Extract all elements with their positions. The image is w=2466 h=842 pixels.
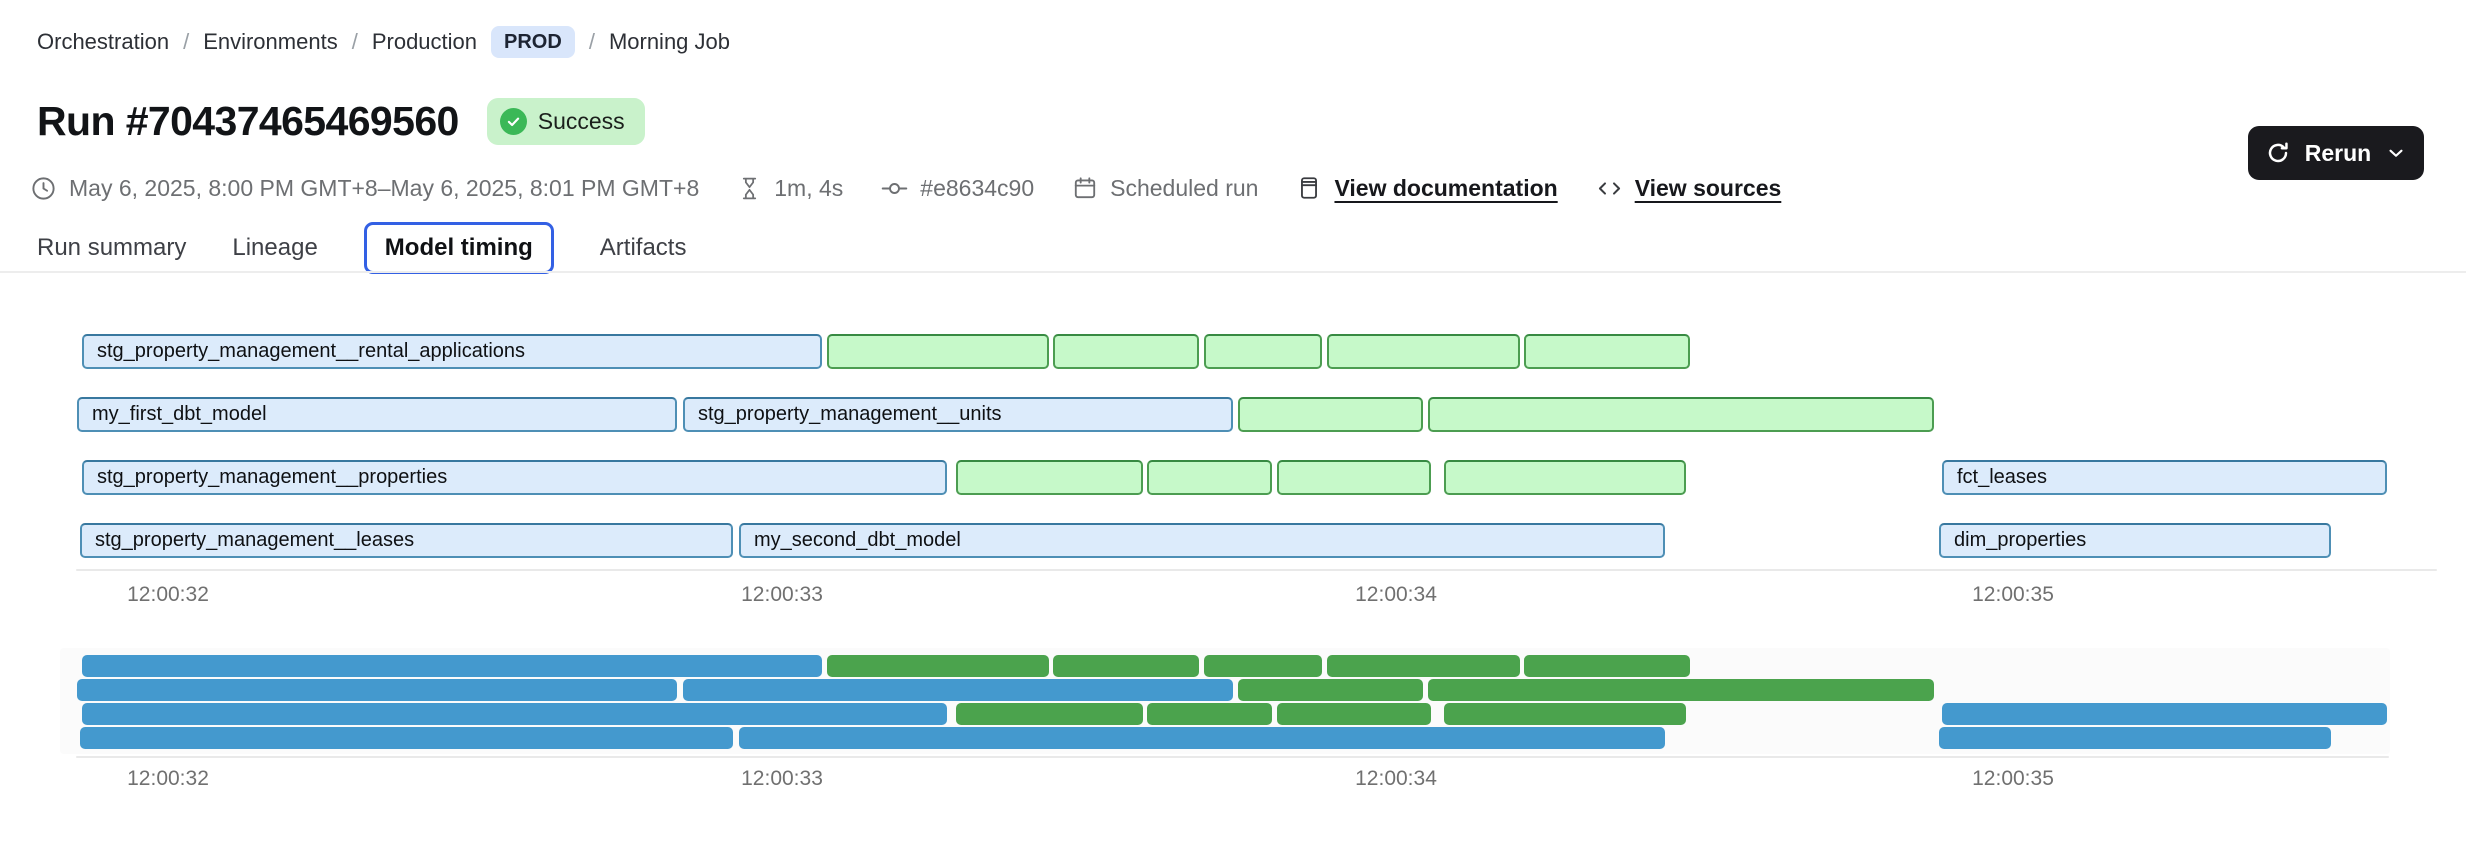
gantt-bar-label: stg_property_management__properties <box>97 466 448 488</box>
calendar-icon <box>1074 177 1096 199</box>
commit-icon <box>882 182 908 194</box>
minimap-bar[interactable] <box>683 679 1233 701</box>
gantt-bar-label: my_second_dbt_model <box>754 529 961 551</box>
minimap-bar[interactable] <box>1942 703 2387 725</box>
view-sources-link[interactable]: View sources <box>1634 174 1782 201</box>
gantt-bar-stg_property_management__units[interactable]: stg_property_management__units <box>683 397 1233 432</box>
minimap-bar[interactable] <box>1053 655 1199 677</box>
gantt-bar[interactable] <box>827 334 1049 369</box>
gantt-bar-my_first_dbt_model[interactable]: my_first_dbt_model <box>77 397 677 432</box>
minimap-bar[interactable] <box>739 727 1665 749</box>
gantt-bar-stg_property_management__properties[interactable]: stg_property_management__properties <box>82 460 947 495</box>
minimap-bar[interactable] <box>1327 655 1520 677</box>
run-meta-row: May 6, 2025, 8:00 PM GMT+8–May 6, 2025, … <box>30 168 1781 208</box>
breadcrumb-production[interactable]: Production <box>371 29 478 54</box>
environment-badge: PROD <box>491 26 575 58</box>
tab-run-summary[interactable]: Run summary <box>37 234 187 261</box>
gantt-bar-stg_property_management__rental_applications[interactable]: stg_property_management__rental_applicat… <box>82 334 822 369</box>
view-sources[interactable]: View sources <box>1596 174 1782 202</box>
gantt-bar[interactable] <box>1277 460 1431 495</box>
minimap-bar[interactable] <box>1444 703 1686 725</box>
view-documentation[interactable]: View documentation <box>1296 174 1558 202</box>
minimap-bar[interactable] <box>1524 655 1690 677</box>
gantt-bar-dim_properties[interactable]: dim_properties <box>1939 523 2331 558</box>
gantt-bar[interactable] <box>1147 460 1272 495</box>
chevron-down-icon <box>2389 149 2403 157</box>
gantt-bar-label: stg_property_management__leases <box>95 529 415 551</box>
rerun-button[interactable]: Rerun <box>2248 126 2424 180</box>
minimap-bar[interactable] <box>80 727 733 749</box>
minimap-tick-label: 12:00:32 <box>127 767 209 790</box>
breadcrumb-separator: / <box>351 29 358 54</box>
run-commit: #e8634c90 <box>881 175 1034 202</box>
breadcrumb-morning-job[interactable]: Morning Job <box>608 29 731 54</box>
gantt-bar-label: dim_properties <box>1954 529 2087 551</box>
breadcrumb: Orchestration / Environments / Productio… <box>37 26 730 58</box>
gantt-bar[interactable] <box>1327 334 1520 369</box>
minimap-bar[interactable] <box>1277 703 1431 725</box>
tab-bar-divider <box>0 271 2466 273</box>
minimap-bar[interactable] <box>1147 703 1272 725</box>
minimap-bar[interactable] <box>1238 679 1423 701</box>
gantt-bar-label: fct_leases <box>1957 466 2048 488</box>
minimap-bar[interactable] <box>82 655 822 677</box>
breadcrumb-environments[interactable]: Environments <box>203 29 338 54</box>
minimap-bar[interactable] <box>82 703 947 725</box>
hourglass-icon <box>743 177 757 199</box>
tab-artifacts[interactable]: Artifacts <box>599 234 687 261</box>
gantt-bar[interactable] <box>1444 460 1686 495</box>
minimap-tick-label: 12:00:35 <box>1972 767 2054 790</box>
tab-lineage[interactable]: Lineage <box>232 234 318 261</box>
minimap-tick-label: 12:00:33 <box>741 767 823 790</box>
run-trigger-label: Scheduled run <box>1110 174 1259 201</box>
gantt-bar[interactable] <box>1204 334 1322 369</box>
gantt-bar-fct_leases[interactable]: fct_leases <box>1942 460 2387 495</box>
time-tick-label: 12:00:33 <box>741 583 823 606</box>
gantt-bar-stg_property_management__leases[interactable]: stg_property_management__leases <box>80 523 733 558</box>
run-trigger: Scheduled run <box>1072 175 1258 202</box>
gantt-bar[interactable] <box>1053 334 1199 369</box>
code-icon <box>1598 181 1620 195</box>
run-time-range: May 6, 2025, 8:00 PM GMT+8–May 6, 2025, … <box>69 174 700 201</box>
breadcrumb-separator: / <box>183 29 190 54</box>
status-label: Success <box>537 108 625 134</box>
gantt-bar-label: stg_property_management__rental_applicat… <box>97 340 526 362</box>
gantt-bar-my_second_dbt_model[interactable]: my_second_dbt_model <box>739 523 1665 558</box>
minimap-bar[interactable] <box>827 655 1049 677</box>
gantt-bar[interactable] <box>956 460 1143 495</box>
rerun-label: Rerun <box>2304 139 2372 166</box>
clock-icon <box>32 176 55 200</box>
minimap-axis-line <box>76 756 2389 758</box>
tab-bar: Run summary Lineage Model timing Artifac… <box>37 222 686 274</box>
status-badge: Success <box>486 98 645 145</box>
document-icon <box>1301 177 1318 199</box>
gantt-bar[interactable] <box>1238 397 1423 432</box>
gantt-bar-label: stg_property_management__units <box>698 403 1002 425</box>
run-duration-value: 1m, 4s <box>774 174 844 201</box>
view-documentation-link[interactable]: View documentation <box>1334 174 1558 201</box>
gantt-bar[interactable] <box>1524 334 1690 369</box>
refresh-icon <box>2268 142 2288 163</box>
time-tick-label: 12:00:32 <box>127 583 209 606</box>
page-title: Run #70437465469560 <box>37 98 459 144</box>
title-row: Run #70437465469560 Success <box>37 98 645 145</box>
check-icon <box>499 108 527 135</box>
minimap-bar[interactable] <box>956 703 1143 725</box>
run-schedule: May 6, 2025, 8:00 PM GMT+8–May 6, 2025, … <box>30 175 699 202</box>
minimap-bar[interactable] <box>1939 727 2331 749</box>
breadcrumb-orchestration[interactable]: Orchestration <box>37 29 170 54</box>
gantt-bar[interactable] <box>1428 397 1934 432</box>
minimap-bar[interactable] <box>77 679 677 701</box>
time-axis-line <box>76 569 2437 571</box>
breadcrumb-separator: / <box>588 29 595 54</box>
time-tick-label: 12:00:35 <box>1972 583 2054 606</box>
minimap-bar[interactable] <box>1204 655 1322 677</box>
minimap-bar[interactable] <box>1428 679 1934 701</box>
minimap-tick-label: 12:00:34 <box>1355 767 1437 790</box>
time-tick-label: 12:00:34 <box>1355 583 1437 606</box>
gantt-bar-label: my_first_dbt_model <box>92 403 267 425</box>
run-duration: 1m, 4s <box>737 175 843 202</box>
run-commit-hash: #e8634c90 <box>920 174 1035 201</box>
